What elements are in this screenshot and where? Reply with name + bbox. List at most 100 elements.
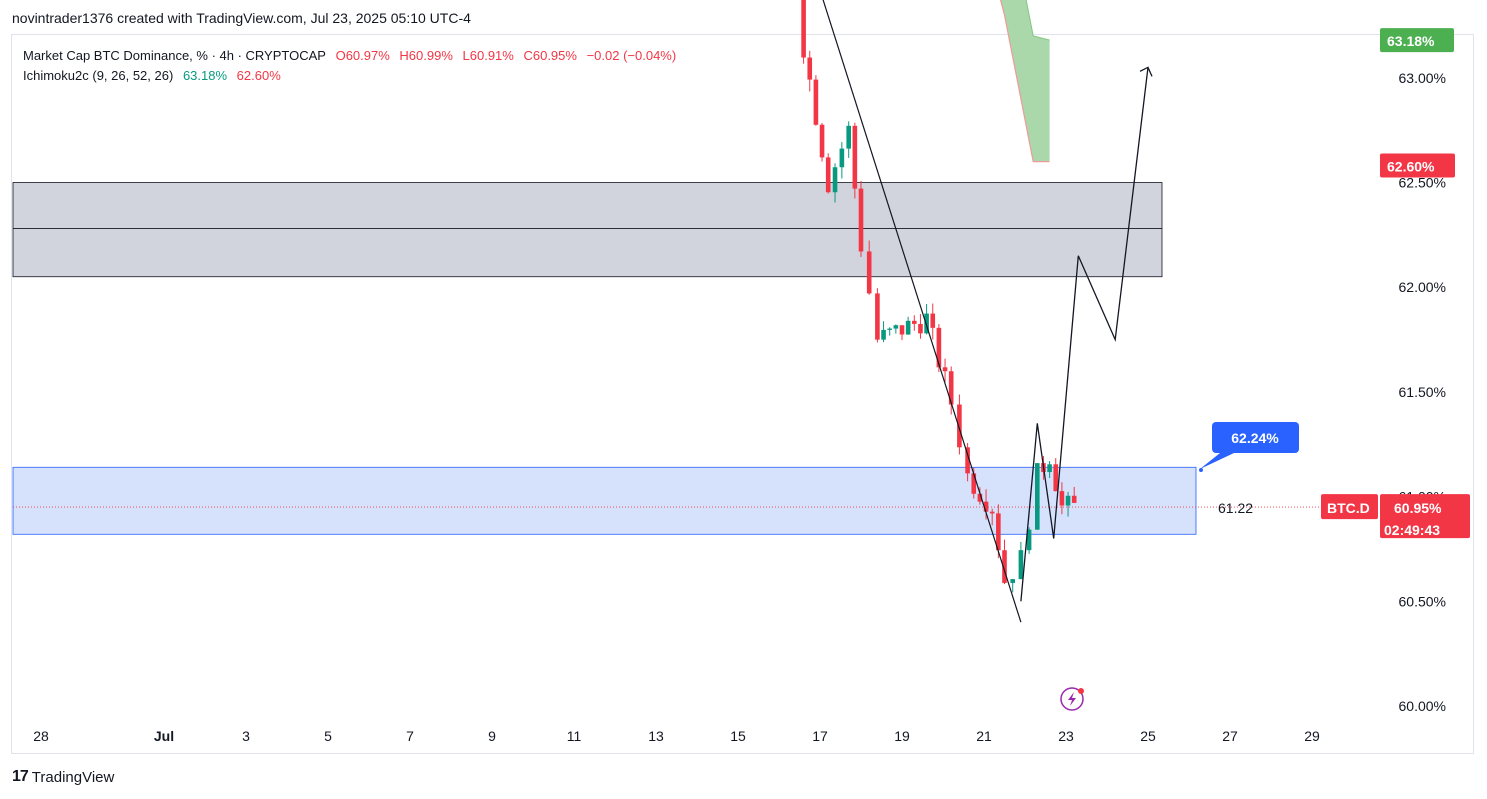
candle-body — [858, 188, 864, 252]
candle[interactable] — [905, 316, 911, 335]
candle-body — [996, 513, 1001, 551]
high-value: H60.99% — [399, 48, 453, 63]
x-tick-label: 28 — [33, 728, 49, 744]
price-callout[interactable] — [1212, 422, 1299, 453]
candle[interactable] — [846, 121, 851, 158]
candle[interactable] — [1035, 462, 1040, 530]
candle[interactable] — [875, 288, 880, 343]
candle[interactable] — [819, 122, 825, 162]
candle[interactable] — [1047, 461, 1052, 479]
candle[interactable] — [887, 327, 892, 336]
candle-body — [899, 325, 905, 335]
candle[interactable] — [825, 153, 831, 194]
candle[interactable] — [839, 142, 845, 179]
x-tick-label: Jul — [154, 728, 174, 744]
projection-arrowhead-icon — [1139, 66, 1153, 77]
candle[interactable] — [807, 50, 813, 92]
candle[interactable] — [866, 240, 872, 295]
candle[interactable] — [1010, 578, 1015, 593]
candle[interactable] — [965, 442, 970, 482]
candle[interactable] — [858, 180, 864, 257]
candle[interactable] — [1053, 458, 1059, 492]
downtrend-line[interactable] — [791, 0, 1022, 623]
candle-body — [1002, 550, 1007, 583]
candle-body — [881, 329, 886, 340]
candle[interactable] — [899, 325, 905, 341]
indicator-label[interactable]: Ichimoku2c (9, 26, 52, 26) — [23, 68, 174, 83]
y-tick-label: 62.00% — [1399, 279, 1446, 295]
candle[interactable] — [942, 358, 948, 383]
symbol-row[interactable]: Market Cap BTC Dominance, % · 4h · CRYPT… — [23, 46, 682, 66]
x-tick-label: 23 — [1058, 728, 1074, 744]
x-tick-label: 17 — [812, 728, 828, 744]
candle-body — [1059, 491, 1065, 506]
x-tick-label: 25 — [1140, 728, 1156, 744]
candle[interactable] — [912, 315, 917, 331]
candle-body — [948, 371, 954, 405]
candle-body — [875, 293, 880, 340]
candle-body — [912, 320, 917, 324]
symbol-tag[interactable]: BTC.D — [1321, 494, 1378, 520]
candle[interactable] — [1071, 486, 1077, 504]
candle-body — [1065, 495, 1071, 506]
candle-body — [839, 148, 845, 168]
candle-body — [1010, 579, 1015, 583]
candle-body — [965, 447, 970, 474]
x-tick-label: 5 — [324, 728, 332, 744]
candle[interactable] — [1018, 541, 1024, 580]
x-tick-label: 9 — [488, 728, 496, 744]
candle[interactable] — [918, 314, 923, 339]
candle[interactable] — [977, 487, 983, 505]
candle[interactable] — [1002, 539, 1007, 585]
candle-body — [977, 493, 983, 502]
x-tick-label: 21 — [976, 728, 992, 744]
candle-body — [957, 404, 962, 448]
change-value: −0.02 (−0.04%) — [586, 48, 677, 63]
candle-body — [819, 124, 825, 158]
cloud-upper-tag[interactable]: 63.18% — [1380, 28, 1454, 53]
candle[interactable] — [957, 394, 962, 455]
last-price-tag[interactable]: 60.95% 02:49:43 — [1380, 494, 1470, 539]
y-tick-label: 61.50% — [1399, 384, 1446, 400]
candle[interactable] — [924, 303, 929, 335]
symbol-label[interactable]: Market Cap BTC Dominance, % · 4h · CRYPT… — [23, 48, 326, 63]
candle[interactable] — [1026, 527, 1032, 554]
close-value: C60.95% — [523, 48, 577, 63]
candle[interactable] — [989, 508, 995, 526]
ichimoku-cloud — [1000, 0, 1050, 162]
indicator-value-2: 62.60% — [236, 68, 281, 83]
x-tick-label: 27 — [1222, 728, 1238, 744]
candle-body — [1047, 464, 1052, 473]
projection-path[interactable] — [1020, 67, 1149, 602]
candle[interactable] — [893, 324, 899, 334]
candle-body — [905, 320, 911, 335]
candle-body — [866, 251, 872, 294]
candle[interactable] — [930, 303, 936, 340]
x-tick-label: 3 — [242, 728, 250, 744]
candle[interactable] — [801, 0, 806, 64]
candle[interactable] — [881, 321, 886, 343]
candle-body — [852, 125, 858, 189]
candle-body — [918, 323, 923, 334]
candle[interactable] — [1065, 491, 1071, 517]
callout-pointer — [1200, 453, 1234, 469]
candle[interactable] — [1059, 482, 1065, 515]
candle[interactable] — [813, 75, 819, 126]
candle[interactable] — [852, 122, 858, 199]
resistance-zone[interactable] — [12, 182, 1163, 278]
candle[interactable] — [948, 366, 954, 415]
chart-frame — [11, 34, 1474, 754]
x-tick-label: 19 — [894, 728, 910, 744]
candle[interactable] — [996, 504, 1001, 559]
support-zone[interactable] — [12, 466, 1197, 535]
cloud-lower-tag[interactable]: 62.60% — [1380, 153, 1455, 178]
y-tick-label: 62.50% — [1399, 175, 1446, 191]
news-lightning-icon[interactable] — [1060, 687, 1084, 711]
candle[interactable] — [832, 163, 838, 203]
open-value: O60.97% — [335, 48, 390, 63]
countdown-text: 02:49:43 — [1384, 522, 1440, 538]
candle-body — [1053, 464, 1059, 492]
indicator-row[interactable]: Ichimoku2c (9, 26, 52, 26) 63.18% 62.60% — [23, 66, 682, 86]
candle-body — [924, 313, 929, 334]
